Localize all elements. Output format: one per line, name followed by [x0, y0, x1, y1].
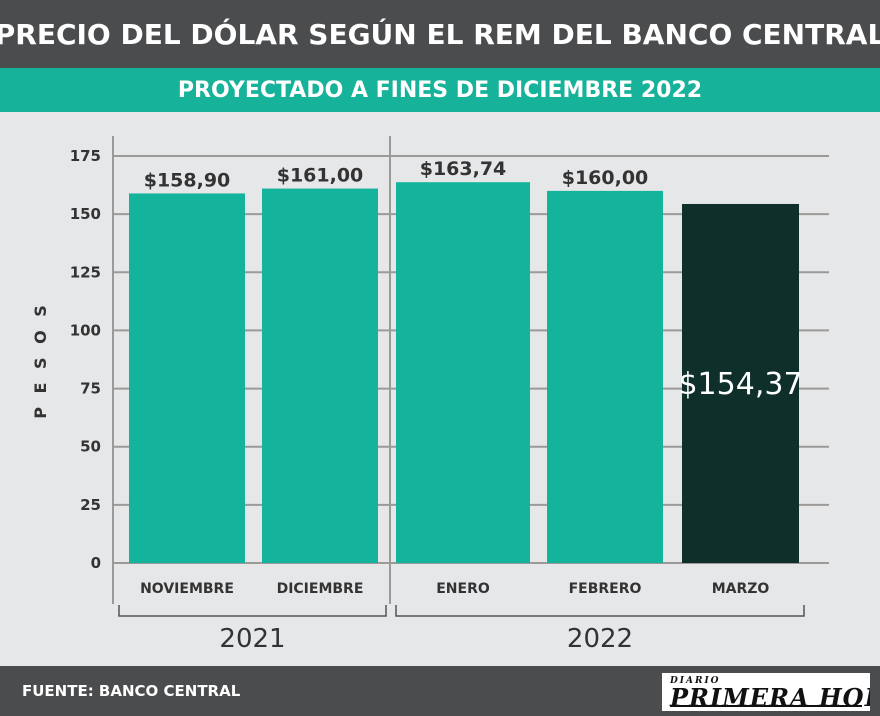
data-label: $160,00	[562, 167, 649, 189]
data-label: $158,90	[144, 169, 231, 191]
y-tick-label: 100	[70, 321, 101, 339]
subtitle-bar: PROYECTADO A FINES DE DICIEMBRE 2022	[0, 68, 880, 112]
y-tick-label: 175	[70, 147, 101, 165]
year-bracket	[395, 605, 805, 617]
footer-bar: FUENTE: BANCO CENTRAL DIARIO PRIMERA HOR…	[0, 666, 880, 716]
logo-kicker: DIARIO	[670, 676, 721, 686]
chart-subtitle: PROYECTADO A FINES DE DICIEMBRE 2022	[177, 77, 703, 103]
x-tick-label: FEBRERO	[569, 581, 642, 597]
bar	[129, 193, 245, 563]
data-label: $163,74	[420, 158, 507, 180]
y-tick-label: 25	[80, 496, 101, 514]
bar	[396, 182, 530, 563]
source-note: FUENTE: BANCO CENTRAL	[22, 682, 241, 700]
bar-chart: 0 25 50 75 100 125 150 175 P E S O S $158,90 NOVIE…	[31, 136, 829, 654]
y-tick-label: 125	[70, 263, 101, 281]
logo-rule	[670, 705, 862, 707]
year-bracket	[118, 605, 387, 617]
y-axis-title: P E S O S	[31, 301, 50, 419]
y-tick-label: 50	[80, 438, 101, 456]
bar	[262, 188, 378, 563]
x-tick-label: NOVIEMBRE	[140, 581, 234, 597]
data-label: $154,37	[678, 367, 802, 402]
x-tick-label: ENERO	[436, 581, 490, 597]
x-tick-label: DICIEMBRE	[277, 581, 364, 597]
y-tick-label: 0	[91, 554, 101, 572]
x-tick-label: MARZO	[712, 581, 770, 597]
bar	[547, 190, 663, 563]
y-tick-label: 75	[80, 380, 101, 398]
data-label: $161,00	[277, 165, 364, 187]
year-label: 2021	[219, 624, 285, 654]
header-bar: PRECIO DEL DÓLAR SEGÚN EL REM DEL BANCO …	[0, 0, 880, 68]
newspaper-logo: DIARIO PRIMERA HORA	[662, 673, 870, 711]
bar	[682, 203, 799, 563]
y-tick-label: 150	[70, 205, 101, 223]
chart-title: PRECIO DEL DÓLAR SEGÚN EL REM DEL BANCO …	[0, 17, 880, 51]
year-label: 2022	[567, 624, 633, 654]
